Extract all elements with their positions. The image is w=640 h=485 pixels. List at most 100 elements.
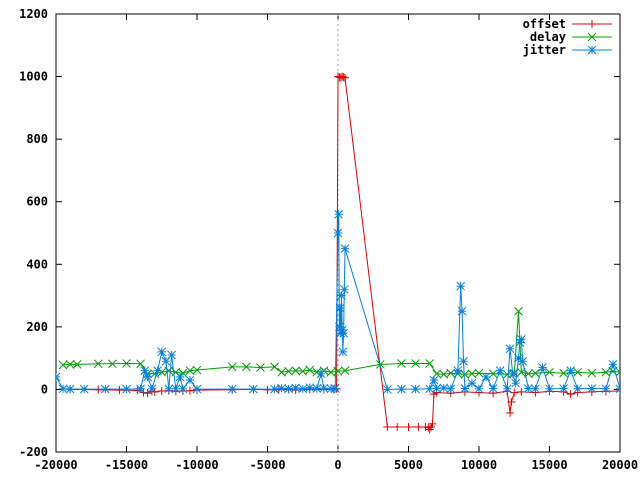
data-point-jitter [249,384,258,394]
legend-marker-jitter [587,45,597,55]
data-point-jitter [171,384,181,394]
data-point-jitter [167,350,176,360]
data-point-jitter [382,385,392,394]
data-point-offset [263,385,272,394]
data-point-jitter [185,375,195,385]
data-point-offset [510,388,519,397]
data-point-offset [94,385,103,394]
data-point-jitter [330,384,340,393]
data-point-jitter [397,384,406,394]
data-point-jitter [339,328,348,338]
data-point-offset [185,386,194,395]
y-tick-label: 600 [26,195,48,209]
data-point-jitter [291,383,301,393]
data-point-jitter [227,384,237,394]
data-point-jitter [58,384,68,394]
data-point-jitter [474,384,484,394]
data-point-jitter [337,291,346,300]
plot-frame [55,13,621,453]
data-point-delay [545,367,554,377]
data-point-jitter [175,372,185,382]
data-point-jitter [316,369,326,379]
series-line-delay [62,311,620,375]
data-point-jitter [319,383,329,393]
data-point-jitter [608,360,618,369]
y-tick-label: 1200 [19,7,48,21]
data-point-delay [474,368,484,378]
data-point-delay [65,360,75,369]
data-point-jitter [305,383,315,392]
data-point-offset [143,389,152,398]
data-point-delay [531,368,540,378]
data-point-delay [298,366,308,376]
data-point-delay [305,365,315,375]
data-point-jitter [432,384,442,393]
data-point-delay [439,370,449,379]
x-tick-label: 20000 [602,458,638,472]
data-point-offset [414,422,423,431]
data-point-jitter [457,306,467,316]
data-point-delay [256,363,265,372]
data-point-delay [93,359,103,369]
data-point-jitter [467,378,477,388]
data-point-jitter [270,384,279,394]
data-point-jitter [459,356,468,366]
data-point-delay [277,367,286,377]
legend-marker-offset [588,20,596,28]
data-point-delay [326,367,336,377]
data-point-jitter [495,366,505,376]
legend-label-offset: offset [523,17,566,31]
data-point-jitter [56,372,61,382]
data-point-jitter [411,384,420,394]
data-point-jitter [100,384,110,394]
data-point-jitter [453,366,463,376]
data-point-delay [122,359,131,368]
data-point-delay [467,369,477,379]
data-point-jitter [326,384,336,394]
data-point-jitter [531,384,540,394]
data-point-offset [341,73,350,82]
data-point-delay [185,366,195,376]
x-tick-label: -10000 [175,458,218,472]
data-point-jitter [339,284,349,294]
data-point-delay [227,362,237,372]
x-tick-label: 15000 [531,458,567,472]
data-point-delay [58,360,68,370]
data-point-delay [241,362,251,372]
data-point-offset [428,419,437,428]
data-point-jitter [147,384,157,394]
data-point-jitter [615,384,620,394]
data-point-jitter [79,384,89,394]
data-point-jitter [192,384,202,394]
data-point-jitter [538,363,547,372]
data-point-offset [115,386,124,395]
data-point-jitter [508,369,518,379]
data-point-jitter [335,303,345,313]
data-point-jitter [502,384,512,394]
y-tick-label: 800 [26,132,48,146]
data-point-jitter [334,209,344,219]
data-point-delay [284,366,294,376]
y-tick-label: -200 [19,445,48,459]
data-point-delay [340,366,350,376]
data-point-jitter [312,384,322,393]
data-point-jitter [566,366,576,376]
data-point-delay [559,368,568,378]
data-point-offset [383,422,392,431]
legend-label-jitter: jitter [523,43,566,57]
data-point-jitter [153,366,162,376]
data-point-delay [72,360,82,369]
y-tick-label: 400 [26,257,48,271]
data-point-jitter [425,384,435,394]
y-tick-label: 1000 [19,70,48,84]
data-point-jitter [523,384,533,393]
x-tick-label: 5000 [394,458,423,472]
data-point-jitter [488,384,498,393]
data-point-jitter [136,384,145,394]
data-point-offset [507,397,516,406]
y-tick-label: 200 [26,320,48,334]
data-point-jitter [429,375,439,385]
data-point-jitter [601,384,611,394]
data-point-jitter [514,353,523,363]
data-point-delay [411,359,420,368]
